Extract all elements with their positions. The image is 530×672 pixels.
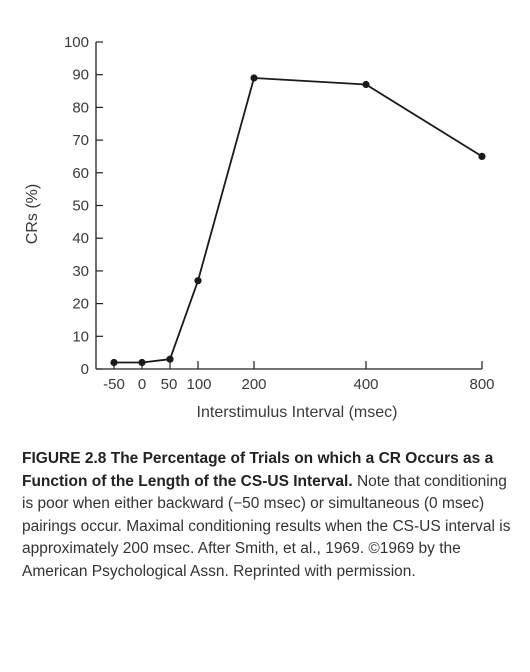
x-tick-label: 0 (138, 376, 146, 393)
y-tick-label: 30 (72, 263, 89, 280)
y-axis: 0 10 20 30 40 50 60 70 80 90 100 (64, 34, 103, 378)
y-tick-label: 80 (72, 99, 89, 116)
data-point (250, 74, 258, 82)
x-tick-label: -50 (103, 376, 125, 393)
y-tick-label: 50 (72, 198, 89, 215)
x-tick-label: 200 (241, 376, 266, 393)
data-point (478, 152, 486, 160)
data-point (110, 358, 118, 367)
x-axis-label: Interstimulus Interval (msec) (197, 404, 398, 421)
x-tick-label: 100 (186, 376, 211, 393)
figure-caption: FIGURE 2.8 The Percentage of Trials on w… (22, 448, 512, 583)
line-chart: 0 10 20 30 40 50 60 70 80 90 100 -50 0 50 100 200 400 80… (24, 34, 495, 421)
x-tick-label: 50 (161, 376, 178, 393)
y-tick-label: 70 (72, 132, 89, 149)
data-point (138, 358, 146, 367)
y-tick-label: 20 (72, 296, 89, 313)
y-tick-label: 60 (72, 165, 89, 182)
y-tick-label: 10 (72, 328, 89, 345)
caption-label: FIGURE 2.8 (22, 450, 107, 467)
y-tick-label: 40 (72, 230, 89, 247)
data-series (110, 74, 486, 367)
data-point (166, 355, 174, 363)
caption-body: Note that conditioning is poor when eith… (22, 472, 511, 580)
x-tick-label: 400 (353, 376, 378, 393)
caption-title: The Percentage of Trials on which a CR O… (22, 450, 494, 490)
y-tick-label: 90 (72, 67, 89, 84)
series-line (114, 77, 483, 364)
x-axis: -50 0 50 100 200 400 800 (96, 361, 495, 393)
y-tick-label: 0 (81, 361, 89, 378)
data-point (362, 80, 370, 89)
x-tick-label: 800 (469, 376, 494, 393)
y-tick-label: 100 (64, 34, 89, 51)
y-axis-label: CRs (%) (24, 184, 41, 244)
data-point (194, 277, 202, 285)
